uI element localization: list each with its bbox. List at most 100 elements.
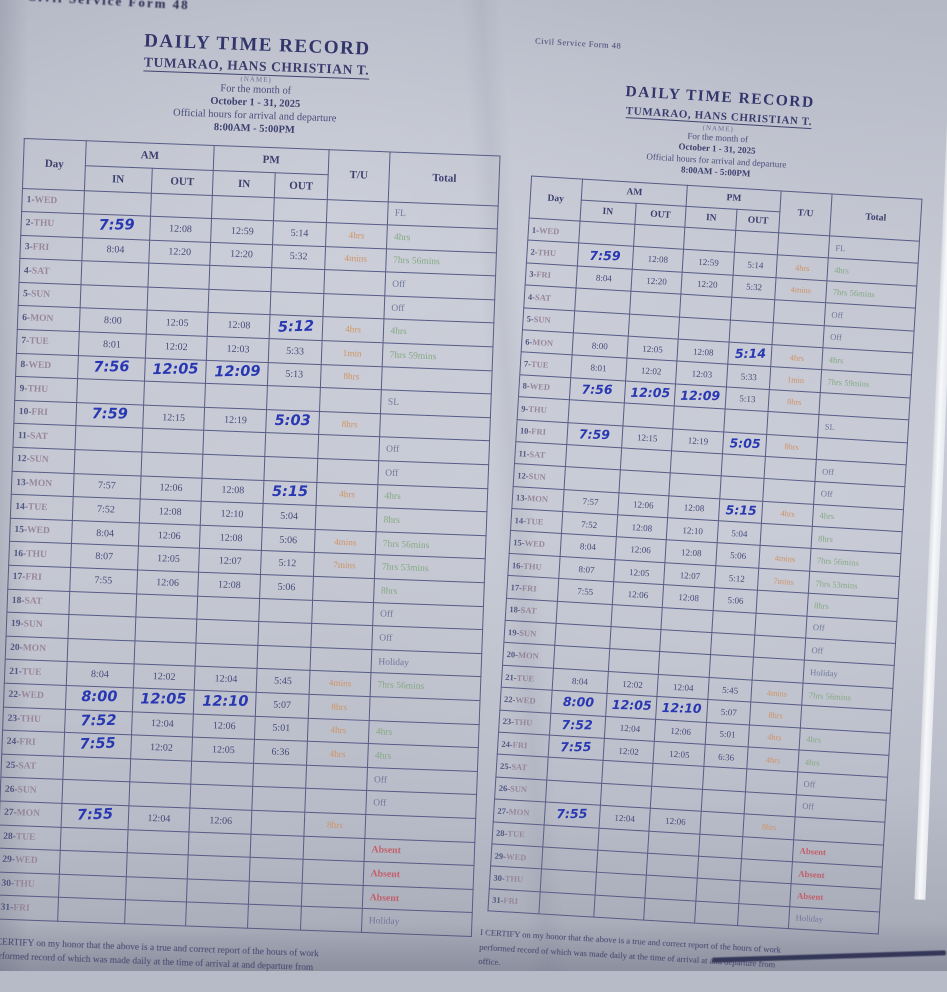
printed-time: 5:07 (273, 699, 292, 711)
printed-time: 12:15 (162, 411, 186, 424)
cell-am-in (540, 869, 596, 895)
cell-day: 25-SAT (0, 753, 64, 780)
total-value: Off (801, 801, 815, 812)
printed-time: 5:04 (731, 527, 748, 539)
cell-pm-in (209, 265, 272, 292)
cell-am-in (76, 378, 144, 405)
printed-time: 12:05 (668, 748, 690, 760)
cell-day: 12-SUN (12, 447, 75, 474)
printed-time: 12:04 (147, 812, 171, 825)
cell-day: 7-TUE (519, 352, 572, 378)
tardy-undertime-value: 7mins (333, 559, 356, 571)
cell-tu: 1min (769, 366, 822, 393)
cell-pm-out (252, 786, 306, 813)
cell-tu (309, 647, 373, 673)
cell-pm-out: 5:04 (717, 520, 762, 546)
total-value: Absent (799, 845, 827, 858)
tardy-undertime-value: 4mins (344, 253, 368, 265)
printed-time: 7:52 (96, 503, 116, 516)
printed-time: 12:08 (631, 521, 653, 534)
cell-am-in: 7:52 (64, 708, 132, 735)
cell-am-in (542, 824, 599, 851)
handwritten-time: 8:00 (562, 694, 595, 711)
cell-pm-out: 5:14 (272, 220, 327, 247)
cell-am-out: 12:04 (598, 805, 651, 831)
cell-am-in (555, 600, 612, 627)
printed-time: 12:03 (226, 343, 250, 356)
handwritten-time: 5:03 (274, 413, 311, 430)
cell-tu: 4hrs (307, 717, 370, 744)
printed-time: 8:04 (595, 273, 613, 284)
cell-pm-out: 5:45 (256, 668, 310, 695)
tardy-undertime-value: 8hrs (784, 442, 799, 453)
cell-am-in: 7:59 (566, 422, 623, 448)
cell-day: 8-WED (518, 374, 571, 400)
cell-pm-in: 12:08 (207, 312, 271, 339)
cell-day: 29-WED (0, 848, 61, 875)
cell-tu: 8hrs (743, 813, 796, 840)
cell-am-in: 7:55 (60, 803, 129, 830)
cell-am-in (565, 444, 622, 471)
cell-tu: 4hrs (776, 255, 829, 281)
printed-time: 5:14 (290, 227, 309, 240)
dtr-form-left: Civil Service Form 48 DAILY TIME RECORD … (0, 0, 508, 982)
certify-line3: office. (478, 956, 501, 968)
printed-time: 12:19 (687, 435, 709, 447)
cell-am-in: 8:01 (570, 355, 627, 381)
cell-am-out: 12:05 (131, 687, 195, 714)
total-value: Off (821, 465, 835, 477)
cell-pm-in: 12:20 (681, 271, 734, 298)
cell-tu: 4mins (758, 545, 812, 572)
printed-time: 5:06 (729, 550, 747, 562)
cell-am-in: 7:52 (72, 496, 140, 523)
handwritten-time: 8:00 (80, 689, 118, 706)
col-total: Total (829, 193, 922, 242)
tardy-undertime-value: 4hrs (765, 755, 781, 766)
cell-pm-out: 6:36 (704, 744, 749, 770)
total-value: 7hrs 53mins (815, 577, 858, 591)
cell-day: 10-FRI (13, 400, 77, 427)
cell-day: 30-THU (489, 866, 542, 892)
tardy-undertime-value: 4hrs (348, 229, 365, 241)
printed-time: 12:02 (640, 365, 662, 377)
cell-tu (316, 458, 380, 485)
printed-time: 12:06 (664, 815, 686, 827)
cell-am-in: 8:04 (66, 661, 134, 688)
total-value: 7hrs 56mins (816, 555, 860, 568)
cell-day: 21-TUE (4, 659, 68, 686)
cell-day: 20-MON (5, 635, 68, 662)
handwritten-time: 12:05 (140, 691, 187, 708)
printed-time: 5:13 (739, 393, 756, 405)
tardy-undertime-value: 8hrs (761, 822, 777, 833)
cell-am-out: 12:06 (611, 581, 664, 608)
cell-am-in: 8:04 (551, 668, 608, 694)
cell-tu (310, 623, 374, 650)
handwritten-time: 12:05 (611, 697, 652, 714)
total-value: 7hrs 56mins (377, 680, 425, 693)
cell-day: 5-SUN (522, 307, 575, 333)
total-value: 7hrs 59mins (827, 376, 870, 390)
printed-time: 12:04 (672, 681, 694, 693)
cell-pm-in (650, 786, 703, 812)
printed-time: 12:06 (627, 588, 649, 601)
cell-tu (311, 599, 375, 626)
cell-pm-out: 5:06 (259, 574, 314, 600)
printed-time: 12:08 (227, 319, 251, 332)
cell-am-out (597, 827, 650, 854)
cell-am-in: 8:04 (81, 237, 150, 264)
cell-pm-out (264, 456, 318, 483)
cell-day: 11-SAT (12, 423, 76, 450)
handwritten-time: 12:10 (661, 700, 703, 717)
printed-time: 12:07 (679, 569, 701, 581)
handwritten-time: 12:05 (629, 384, 670, 401)
cell-am-in (546, 757, 603, 784)
cell-pm-out: 5:15 (718, 498, 763, 524)
col-tu: T/U (326, 149, 391, 202)
cell-day: 31-FRI (0, 895, 59, 922)
cell-am-out: 12:05 (137, 546, 200, 573)
cell-pm-in: 12:08 (662, 584, 715, 611)
cell-am-out (594, 872, 647, 898)
handwritten-time: 7:59 (91, 406, 128, 423)
cell-tu (302, 835, 366, 862)
handwritten-time: 12:09 (213, 363, 261, 381)
